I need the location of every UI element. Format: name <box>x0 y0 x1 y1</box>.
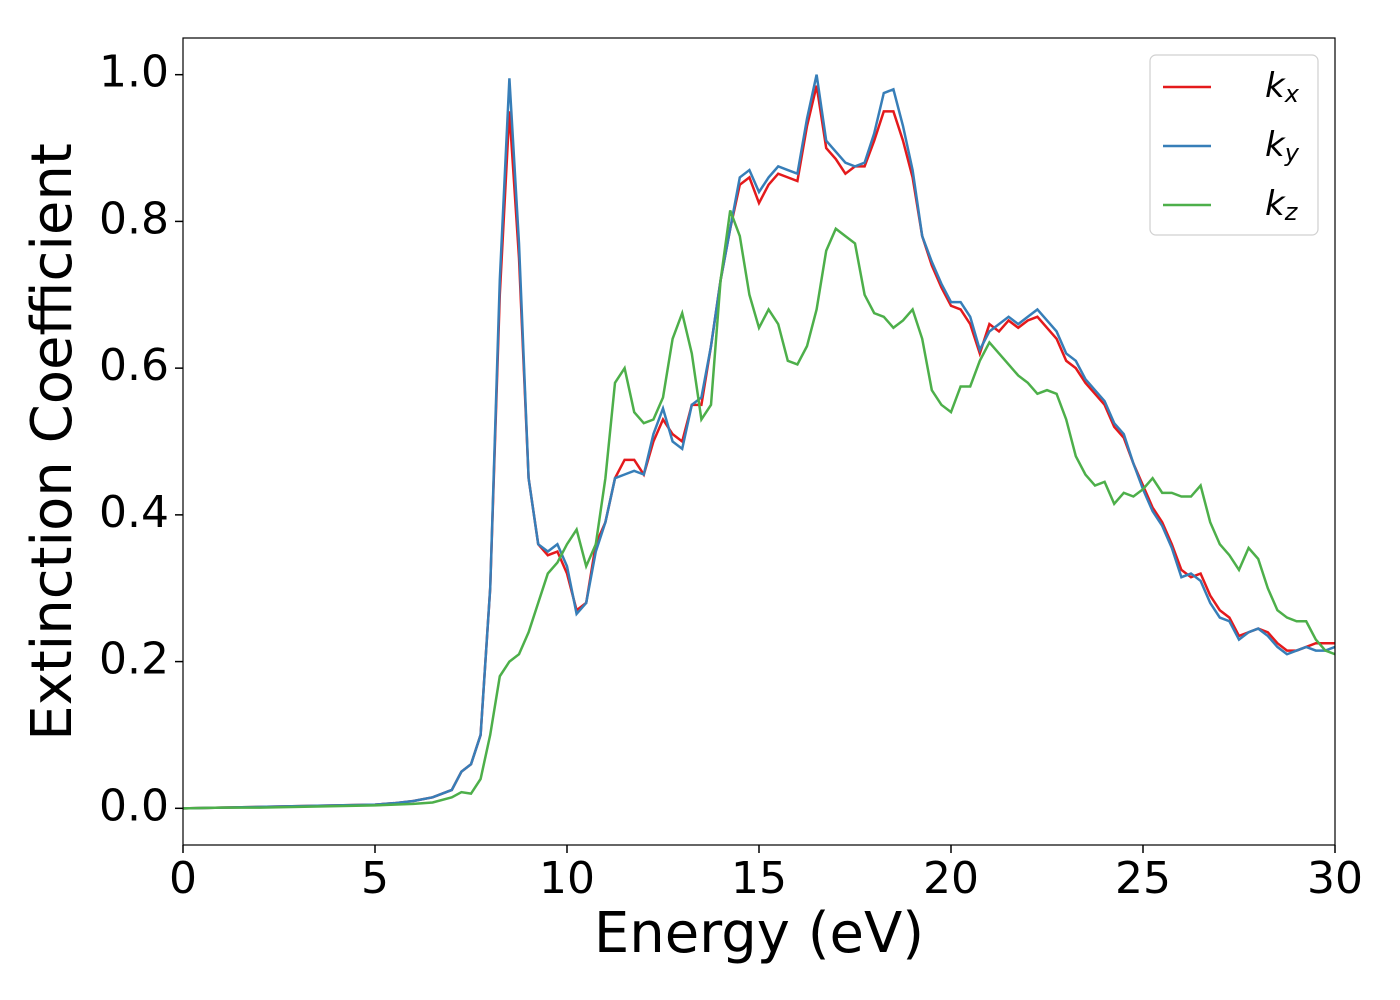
x-tick-label: 10 <box>539 853 595 904</box>
x-tick-label: 5 <box>361 853 389 904</box>
x-tick-label: 20 <box>923 853 979 904</box>
y-tick-label: 0.8 <box>99 193 169 244</box>
y-tick-label: 0.2 <box>99 634 169 685</box>
legend-label: kx <box>1265 66 1300 109</box>
legend-label: ky <box>1265 125 1300 168</box>
legend-label: kz <box>1265 184 1299 227</box>
x-tick-label: 15 <box>731 853 787 904</box>
plot-frame <box>182 37 1336 846</box>
series-line <box>183 209 1335 810</box>
y-tick-label: 0.4 <box>99 487 169 538</box>
y-tick-label: 0.0 <box>99 780 169 831</box>
x-axis-label: Energy (eV) <box>594 901 924 966</box>
y-axis-label: Extinction Coefficient <box>20 143 85 741</box>
series-line <box>183 74 1335 810</box>
x-tick-label: 0 <box>169 853 197 904</box>
legend-box <box>1149 54 1319 236</box>
x-tick-label: 30 <box>1307 853 1363 904</box>
x-tick-label: 25 <box>1115 853 1171 904</box>
y-tick-label: 0.6 <box>99 340 169 391</box>
y-tick-label: 1.0 <box>99 47 169 98</box>
